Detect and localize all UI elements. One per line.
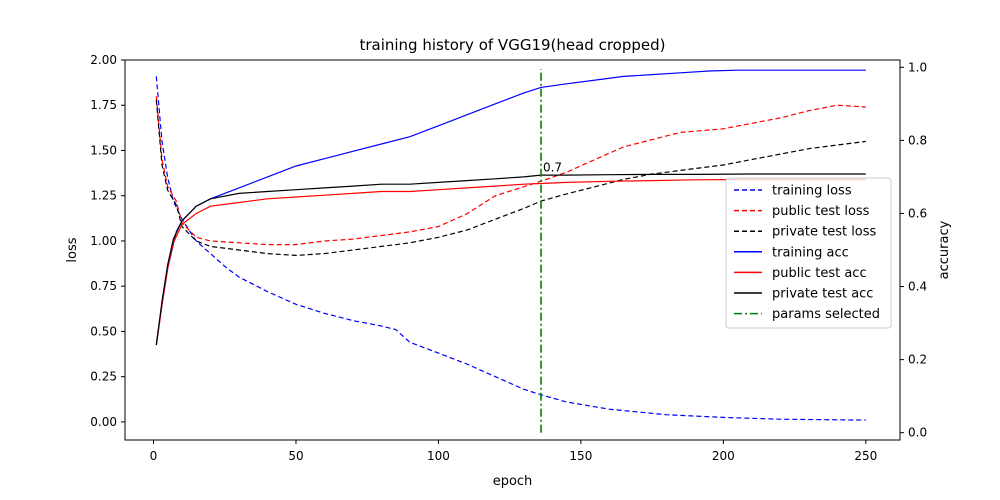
legend: training loss public test loss private tes… (725, 177, 892, 329)
x-tick-label: 50 (288, 449, 303, 463)
series-line-public-test-loss (155, 96, 866, 246)
left-y-axis-label: loss (65, 237, 80, 262)
x-tick-label: 250 (854, 449, 877, 463)
left-y-tick-label: 1.25 (90, 189, 117, 203)
right-y-tick-label: 0.8 (908, 133, 927, 147)
legend-label: training acc (772, 245, 849, 260)
series-line-private-test-acc (155, 173, 866, 346)
x-axis-ticks: 0 50 100 150 200 250 (150, 440, 877, 463)
left-y-tick-label: 1.50 (90, 143, 117, 157)
left-y-tick-label: 0.25 (90, 370, 117, 384)
series-line-training-loss (155, 76, 866, 421)
legend-label: public test acc (772, 266, 867, 281)
x-tick-label: 0 (150, 449, 158, 463)
left-y-tick-label: 0.75 (90, 279, 117, 293)
right-y-tick-label: 0.2 (908, 353, 927, 367)
x-axis-label: epoch (493, 474, 533, 489)
legend-label: params selected (772, 307, 880, 322)
right-y-tick-label: 0.0 (908, 426, 927, 440)
left-y-tick-label: 0.00 (90, 415, 117, 429)
left-y-axis-ticks: 0.00 0.25 0.50 0.75 1.00 1.25 1.50 1.75 2.00 (90, 53, 125, 429)
right-y-axis-label: accuracy (937, 220, 952, 279)
legend-box (725, 177, 892, 329)
x-tick-label: 100 (427, 449, 450, 463)
chart-title: training history of VGG19(head cropped) (359, 36, 665, 54)
x-tick-label: 150 (569, 449, 592, 463)
right-y-tick-label: 0.6 (908, 206, 927, 220)
legend-label: private test loss (772, 225, 877, 240)
left-y-tick-label: 1.75 (90, 98, 117, 112)
left-y-tick-label: 1.00 (90, 234, 117, 248)
plot-frame (124, 59, 901, 441)
right-y-tick-label: 0.4 (908, 280, 927, 294)
left-y-tick-label: 0.50 (90, 324, 117, 338)
legend-label: training loss (772, 184, 852, 199)
series-line-private-test-loss (155, 99, 866, 257)
right-y-tick-label: 1.0 (908, 60, 927, 74)
annotations: 0.7 (543, 160, 562, 174)
left-y-tick-label: 2.00 (90, 53, 117, 67)
x-tick-label: 200 (712, 449, 735, 463)
plot-lines (155, 69, 866, 433)
annotation-label: 0.7 (543, 160, 562, 174)
legend-label: private test acc (772, 287, 873, 302)
right-y-axis-ticks: 0.0 0.2 0.4 0.6 0.8 1.0 (900, 60, 927, 440)
series-line-public-test-acc (155, 178, 866, 346)
legend-label: public test loss (772, 204, 870, 219)
